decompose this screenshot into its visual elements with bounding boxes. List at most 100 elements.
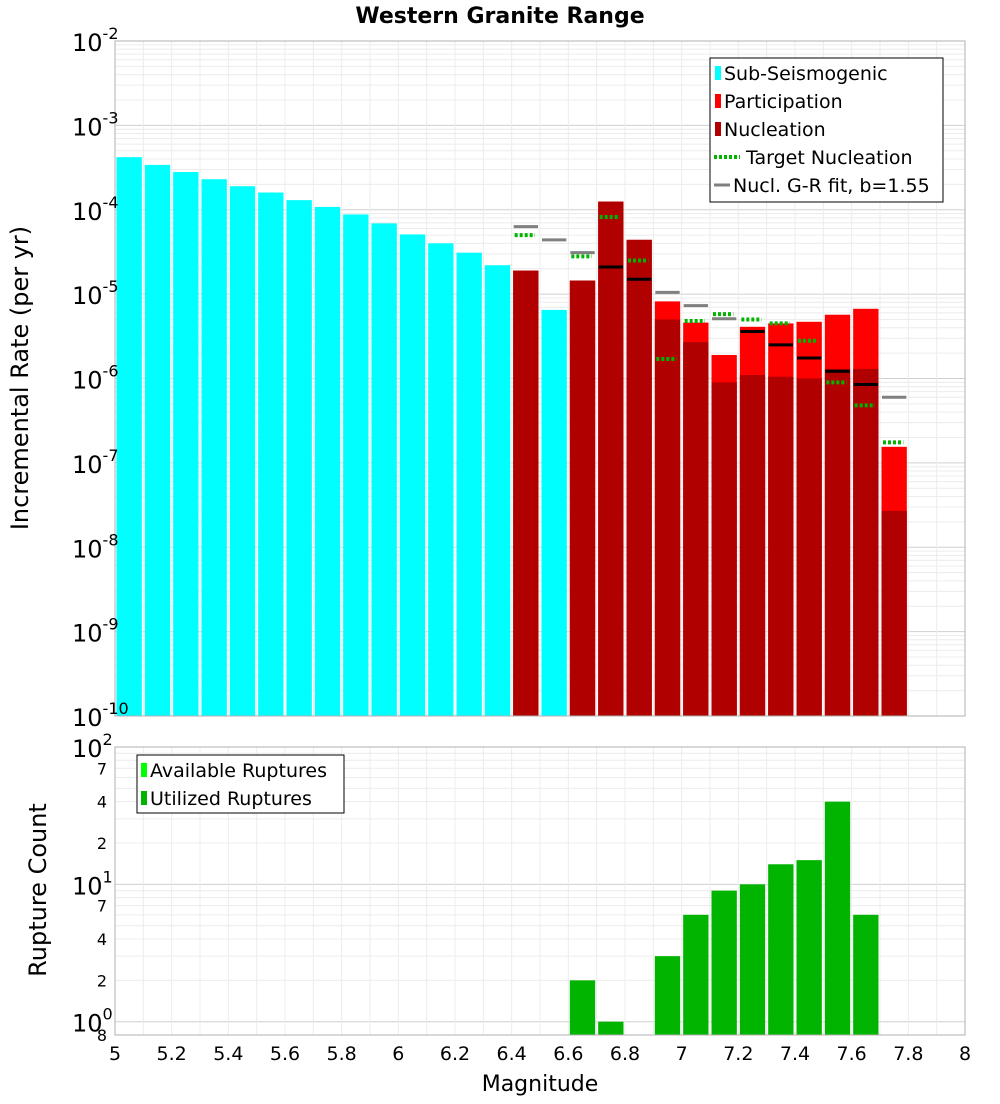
top-y-tick-label: 10-3	[72, 108, 119, 141]
x-tick-label: 6	[392, 1043, 404, 1065]
legend-swatch	[715, 122, 721, 136]
bottom-y-major-tick-label: 100	[72, 1005, 113, 1038]
sub-seismogenic-bar	[286, 200, 312, 716]
x-tick-label: 5	[109, 1043, 121, 1065]
x-tick-label: 5.6	[270, 1043, 300, 1065]
top-legend: Sub-Seismogenic Participation Nucleation Ta…	[709, 57, 944, 203]
sub-seismogenic-bar	[541, 309, 567, 716]
nucleation-bar	[824, 368, 851, 716]
sub-seismogenic-bar	[258, 192, 284, 717]
top-plot-frame	[114, 40, 966, 717]
bottom-y-minor-tick-label: 4	[97, 930, 107, 949]
legend-swatch	[715, 66, 721, 80]
top-bars	[116, 157, 907, 717]
utilized-ruptures-bar	[683, 914, 709, 1035]
nucleation-bar	[768, 376, 794, 716]
legend-label: Sub-Seismogenic	[724, 63, 888, 85]
nucleation-bar	[513, 270, 539, 716]
x-axis-label: Magnitude	[482, 1072, 599, 1097]
top-y-tick-label: 10-4	[72, 193, 119, 226]
nucleation-bar	[796, 378, 822, 716]
bottom-y-minor-tick-label: 7	[97, 759, 107, 778]
utilized-ruptures-bar	[853, 914, 879, 1035]
sub-seismogenic-bar	[144, 164, 171, 716]
bottom-y-major-tick-label: 101	[72, 867, 113, 900]
sub-seismogenic-bar	[484, 265, 511, 716]
legend-label: Target Nucleation	[745, 147, 913, 169]
x-tick-label: 8	[959, 1043, 971, 1065]
bottom-y-minor-tick-label: 2	[97, 834, 107, 853]
legend-label: Utilized Ruptures	[150, 788, 312, 810]
nucleation-bar	[683, 342, 709, 716]
sub-seismogenic-bar	[116, 157, 142, 717]
utilized-ruptures-bar	[739, 884, 766, 1035]
top-y-tick-label: 10-6	[72, 362, 119, 395]
utilized-ruptures-bar	[598, 1021, 624, 1035]
sub-seismogenic-bar	[314, 206, 341, 716]
legend-swatch	[141, 763, 147, 777]
legend-label: Participation	[724, 91, 843, 113]
utilized-ruptures-bar	[824, 801, 851, 1035]
legend-swatch	[141, 791, 147, 805]
x-tick-label: 5.4	[213, 1043, 243, 1065]
bottom-bars	[569, 801, 879, 1035]
sub-seismogenic-bar	[201, 179, 227, 716]
legend-swatch	[715, 94, 721, 108]
sub-seismogenic-bar	[456, 252, 482, 716]
utilized-ruptures-bar	[654, 956, 681, 1035]
x-tick-label: 7.2	[723, 1043, 753, 1065]
utilized-ruptures-bar	[768, 864, 794, 1035]
nucleation-bar	[569, 280, 596, 716]
x-tick-label: 6.4	[497, 1043, 527, 1065]
sub-seismogenic-bar	[428, 243, 454, 717]
nucleation-bar	[626, 239, 652, 716]
bottom-y-minor-tick-label: 4	[97, 793, 107, 812]
nucleation-bar	[881, 510, 907, 716]
x-tick-label: 6.6	[553, 1043, 583, 1065]
x-tick-label: 7.8	[893, 1043, 923, 1065]
bottom-y-minor-tick-label: 8	[97, 1026, 107, 1045]
sub-seismogenic-bar	[399, 234, 426, 716]
bottom-legend-frame	[136, 754, 345, 814]
sub-seismogenic-bar	[343, 214, 369, 717]
top-y-tick-label: 10-8	[72, 530, 119, 563]
bottom-plot-frame	[114, 746, 966, 1036]
nucleation-bar	[598, 201, 624, 716]
top-y-tick-label: 10-9	[72, 615, 119, 648]
utilized-ruptures-bar	[711, 890, 737, 1035]
nucleation-bar	[739, 375, 766, 716]
x-tick-label: 7.6	[837, 1043, 867, 1065]
bottom-y-minor-tick-label: 7	[97, 897, 107, 916]
legend-label: Nucl. G-R fit, b=1.55	[733, 175, 930, 197]
nucleation-bar	[853, 368, 879, 716]
legend-label: Available Ruptures	[150, 760, 327, 782]
x-tick-label: 7	[676, 1043, 688, 1065]
top-y-tick-label: 10-5	[72, 277, 119, 310]
x-tick-label: 6.2	[440, 1043, 470, 1065]
x-tick-label: 5.8	[327, 1043, 357, 1065]
sub-seismogenic-bar	[371, 223, 397, 716]
top-y-tick-label: 10-2	[72, 24, 119, 57]
nucleation-bar	[654, 319, 681, 716]
utilized-ruptures-bar	[796, 860, 822, 1035]
bottom-y-major-tick-label: 102	[72, 730, 113, 763]
sub-seismogenic-bar	[229, 186, 256, 716]
x-tick-label: 7.4	[780, 1043, 810, 1065]
nucleation-bar	[711, 382, 737, 716]
top-grid	[114, 41, 966, 717]
utilized-ruptures-bar	[569, 980, 596, 1035]
sub-seismogenic-bar	[173, 172, 199, 716]
bottom-y-axis-label: Rupture Count	[24, 803, 52, 977]
x-tick-label: 5.2	[157, 1043, 187, 1065]
x-tick-label: 6.8	[610, 1043, 640, 1065]
top-legend-frame	[709, 57, 944, 203]
top-y-tick-label: 10-7	[72, 446, 119, 479]
chart-title: Western Granite Range	[355, 4, 644, 29]
legend-label: Nucleation	[724, 119, 826, 141]
top-y-tick-label: 10-10	[72, 699, 129, 732]
bottom-y-minor-tick-label: 2	[97, 971, 107, 990]
top-y-axis-label: Incremental Rate (per yr)	[6, 226, 34, 530]
bottom-legend: Available Ruptures Utilized Ruptures	[136, 754, 345, 814]
